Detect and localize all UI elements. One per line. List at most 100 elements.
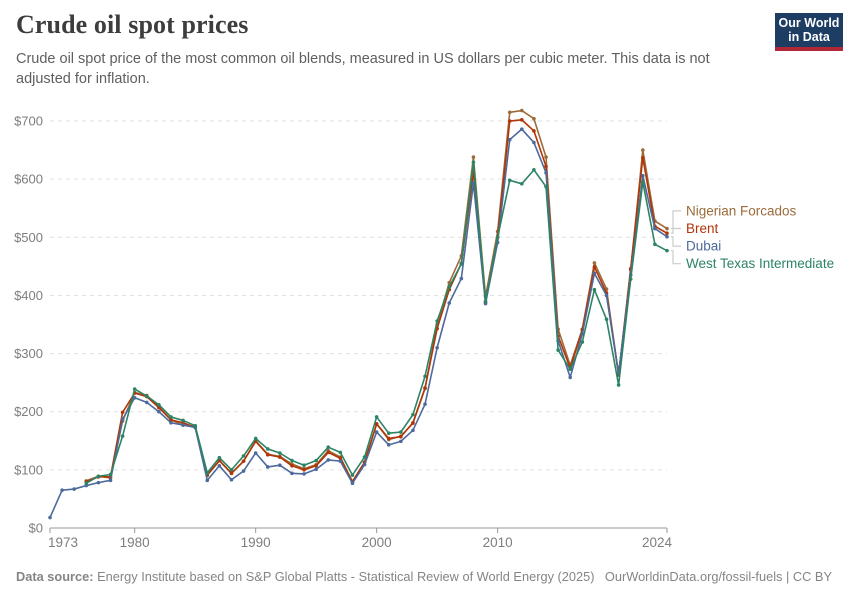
- data-point: [338, 459, 343, 463]
- series-line-brent: [86, 119, 668, 483]
- data-point: [520, 127, 524, 131]
- data-point: [532, 168, 536, 172]
- data-point: [374, 430, 379, 434]
- data-point: [120, 434, 125, 438]
- data-point: [314, 463, 318, 468]
- data-point: [459, 276, 464, 281]
- data-point: [471, 181, 476, 186]
- legend-label-brent: Brent: [686, 221, 719, 236]
- data-point: [592, 261, 597, 265]
- x-axis-label: 2010: [483, 535, 513, 550]
- owid-logo-line1: Our World: [778, 15, 840, 30]
- owid-logo[interactable]: Our World in Data: [775, 13, 843, 51]
- data-point: [302, 463, 306, 468]
- data-point: [653, 226, 657, 231]
- y-axis-label: $200: [14, 404, 43, 419]
- data-point: [96, 474, 101, 479]
- data-point: [181, 418, 185, 423]
- data-point: [653, 242, 657, 247]
- data-point: [520, 108, 524, 113]
- data-point: [314, 458, 318, 463]
- data-point: [132, 395, 137, 400]
- legend-connector: [671, 227, 681, 234]
- attribution-link[interactable]: OurWorldinData.org/fossil-fuels | CC BY: [604, 569, 832, 584]
- data-point: [483, 299, 488, 304]
- data-point: [338, 456, 343, 461]
- data-point: [411, 428, 415, 433]
- line-chart: $0 $100 $200 $300 $400 $500 $600 $700 1973 1980 19…: [14, 108, 834, 550]
- data-point: [459, 262, 464, 266]
- data-point: [241, 454, 246, 458]
- series-line-dubai: [49, 128, 668, 518]
- data-point: [120, 410, 125, 415]
- data-point: [60, 488, 64, 493]
- y-axis-label: $100: [14, 462, 43, 477]
- data-point: [241, 459, 246, 463]
- data-point: [471, 160, 476, 165]
- data-point: [157, 409, 161, 414]
- data-point: [568, 375, 573, 380]
- data-point: [544, 170, 548, 175]
- data-point: [278, 451, 282, 455]
- chart-header: Crude oil spot prices Crude oil spot pri…: [16, 10, 834, 89]
- data-point: [374, 415, 379, 419]
- data-point: [290, 471, 294, 476]
- data-point: [265, 465, 270, 469]
- data-point: [72, 487, 76, 491]
- data-point: [169, 420, 173, 425]
- data-point: [229, 477, 234, 482]
- data-point: [362, 462, 367, 467]
- data-point: [350, 473, 355, 477]
- data-point: [302, 468, 306, 472]
- series-line-west-texas-intermediate: [85, 161, 668, 484]
- data-point: [265, 447, 270, 451]
- data-point: [374, 422, 379, 426]
- data-point: [169, 415, 173, 419]
- data-point: [278, 463, 282, 468]
- x-axis-label: 1973: [48, 535, 78, 550]
- data-point: [350, 481, 355, 486]
- data-point: [253, 451, 258, 455]
- data-point: [447, 284, 452, 289]
- data-point: [144, 400, 149, 405]
- owid-logo-line2: in Data: [788, 30, 830, 44]
- legend-label-dubai: Dubai: [686, 239, 721, 254]
- data-point: [229, 468, 234, 472]
- data-source-text: Energy Institute based on S&P Global Pla…: [93, 569, 595, 584]
- data-point: [447, 301, 452, 305]
- x-axis-label: 1990: [241, 535, 271, 550]
- data-point: [217, 455, 222, 460]
- data-point: [507, 110, 512, 115]
- data-point: [495, 235, 500, 240]
- x-axis-label: 1980: [120, 535, 150, 550]
- data-point: [108, 472, 113, 477]
- data-point: [665, 226, 669, 231]
- y-axis-label: $700: [14, 114, 43, 129]
- data-point: [616, 383, 621, 387]
- data-point: [544, 164, 548, 169]
- data-point: [386, 443, 391, 447]
- data-point: [665, 231, 669, 236]
- y-axis-label: $400: [14, 288, 43, 303]
- data-point: [411, 412, 415, 417]
- data-point: [520, 118, 524, 122]
- chart-footer: Data source: Energy Institute based on S…: [16, 569, 832, 584]
- data-point: [205, 478, 210, 483]
- data-point: [253, 436, 258, 441]
- data-point: [665, 248, 669, 253]
- data-point: [435, 345, 439, 350]
- data-point: [241, 469, 246, 473]
- data-point: [592, 287, 597, 292]
- chart-subtitle: Crude oil spot price of the most common …: [16, 51, 710, 87]
- data-point: [326, 445, 331, 449]
- data-point: [507, 137, 512, 142]
- data-point: [108, 478, 113, 483]
- data-point: [120, 417, 125, 422]
- data-point: [435, 319, 439, 323]
- data-point: [507, 178, 512, 183]
- data-point: [338, 450, 343, 455]
- data-point: [411, 420, 415, 425]
- data-point: [641, 180, 645, 184]
- data-point: [144, 394, 149, 398]
